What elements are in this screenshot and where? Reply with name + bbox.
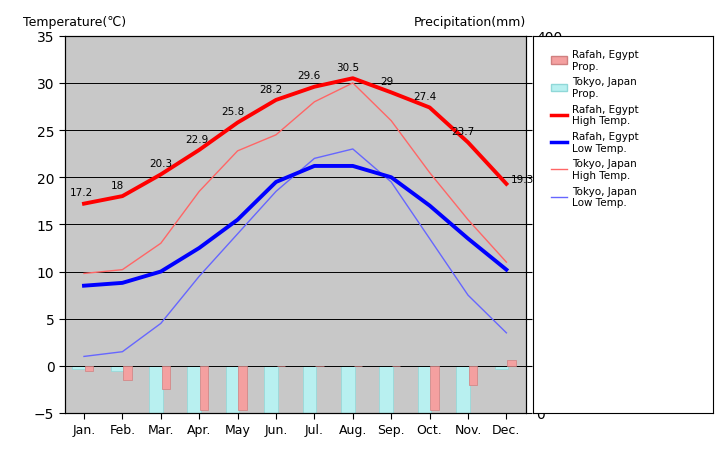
Rafah, Egypt
High Temp. xyxy=(233,121,242,126)
Rafah, Egypt
Low Temp. xyxy=(310,164,319,169)
Tokyo, Japan
High Temp. xyxy=(118,267,127,273)
Text: 30.5: 30.5 xyxy=(336,63,359,73)
Rafah, Egypt
High Temp. xyxy=(426,106,434,111)
Bar xyxy=(187,366,201,437)
Bar xyxy=(431,366,438,410)
Rafah, Egypt
High Temp. xyxy=(195,148,204,153)
Bar xyxy=(418,366,431,459)
Rafah, Egypt
Low Temp. xyxy=(348,164,357,169)
Tokyo, Japan
Low Temp. xyxy=(310,156,319,162)
Tokyo, Japan
Low Temp. xyxy=(387,180,395,185)
Tokyo, Japan
Low Temp. xyxy=(271,189,280,195)
Rafah, Egypt
Low Temp. xyxy=(271,180,280,185)
Tokyo, Japan
Low Temp. xyxy=(80,354,89,359)
Rafah, Egypt
Low Temp. xyxy=(464,236,472,242)
Tokyo, Japan
Low Temp. xyxy=(426,236,434,242)
Tokyo, Japan
Low Temp. xyxy=(195,274,204,280)
Tokyo, Japan
Low Temp. xyxy=(348,147,357,152)
Bar xyxy=(123,366,132,380)
Bar xyxy=(379,366,393,459)
Tokyo, Japan
Low Temp. xyxy=(233,231,242,237)
Bar xyxy=(264,366,278,459)
Tokyo, Japan
High Temp. xyxy=(156,241,165,246)
Bar xyxy=(238,366,247,410)
Rafah, Egypt
High Temp. xyxy=(502,182,510,187)
Tokyo, Japan
Low Temp. xyxy=(464,293,472,298)
Rafah, Egypt
Low Temp. xyxy=(426,203,434,209)
Text: 29: 29 xyxy=(380,77,393,87)
Bar xyxy=(72,366,86,369)
Tokyo, Japan
High Temp. xyxy=(387,118,395,124)
Bar xyxy=(226,366,239,449)
Bar xyxy=(200,366,208,410)
Line: Tokyo, Japan
Low Temp.: Tokyo, Japan Low Temp. xyxy=(84,150,506,357)
Legend: Rafah, Egypt
Prop., Tokyo, Japan
Prop., Rafah, Egypt
High Temp., Rafah, Egypt
Lo: Rafah, Egypt Prop., Tokyo, Japan Prop., … xyxy=(547,46,643,212)
Line: Tokyo, Japan
High Temp.: Tokyo, Japan High Temp. xyxy=(84,84,506,274)
Tokyo, Japan
Low Temp. xyxy=(118,349,127,355)
Rafah, Egypt
High Temp. xyxy=(464,140,472,146)
Bar xyxy=(85,366,93,371)
Tokyo, Japan
High Temp. xyxy=(464,218,472,223)
Rafah, Egypt
High Temp. xyxy=(271,98,280,103)
Bar xyxy=(341,366,354,459)
Tokyo, Japan
High Temp. xyxy=(80,271,89,277)
Bar xyxy=(507,360,516,366)
Rafah, Egypt
High Temp. xyxy=(387,90,395,96)
Text: 22.9: 22.9 xyxy=(185,134,209,144)
Rafah, Egypt
High Temp. xyxy=(348,76,357,82)
Bar xyxy=(456,366,469,427)
Text: Temperature(℃): Temperature(℃) xyxy=(23,16,127,29)
Tokyo, Japan
High Temp. xyxy=(310,100,319,105)
Text: 25.8: 25.8 xyxy=(221,107,244,117)
Text: 18: 18 xyxy=(112,180,125,190)
Bar xyxy=(495,366,508,369)
Text: 28.2: 28.2 xyxy=(259,84,282,95)
Tokyo, Japan
High Temp. xyxy=(233,149,242,154)
Bar xyxy=(302,366,316,459)
Text: 29.6: 29.6 xyxy=(298,71,321,81)
Rafah, Egypt
High Temp. xyxy=(118,194,127,199)
Text: 19.3: 19.3 xyxy=(510,175,534,185)
Text: 20.3: 20.3 xyxy=(150,159,173,169)
Rafah, Egypt
High Temp. xyxy=(310,85,319,90)
Tokyo, Japan
Low Temp. xyxy=(156,321,165,326)
Tokyo, Japan
High Temp. xyxy=(502,260,510,265)
Rafah, Egypt
High Temp. xyxy=(80,202,89,207)
Rafah, Egypt
Low Temp. xyxy=(502,267,510,273)
Rafah, Egypt
Low Temp. xyxy=(156,269,165,274)
Bar xyxy=(469,366,477,385)
Rafah, Egypt
Low Temp. xyxy=(233,218,242,223)
Line: Rafah, Egypt
High Temp.: Rafah, Egypt High Temp. xyxy=(84,79,506,204)
Line: Rafah, Egypt
Low Temp.: Rafah, Egypt Low Temp. xyxy=(84,167,506,286)
Tokyo, Japan
High Temp. xyxy=(195,189,204,195)
Tokyo, Japan
High Temp. xyxy=(271,133,280,138)
Rafah, Egypt
Low Temp. xyxy=(118,280,127,286)
Text: 17.2: 17.2 xyxy=(70,188,94,198)
Bar xyxy=(161,366,170,390)
Text: Precipitation(mm): Precipitation(mm) xyxy=(413,16,526,29)
Bar xyxy=(111,366,124,371)
Text: 23.7: 23.7 xyxy=(451,127,474,137)
Tokyo, Japan
High Temp. xyxy=(348,81,357,86)
Rafah, Egypt
Low Temp. xyxy=(80,283,89,289)
Text: 27.4: 27.4 xyxy=(413,92,436,102)
Bar xyxy=(149,366,163,427)
Rafah, Egypt
Low Temp. xyxy=(195,246,204,251)
Rafah, Egypt
High Temp. xyxy=(156,172,165,178)
Rafah, Egypt
Low Temp. xyxy=(387,175,395,180)
Tokyo, Japan
High Temp. xyxy=(426,170,434,176)
Tokyo, Japan
Low Temp. xyxy=(502,330,510,336)
